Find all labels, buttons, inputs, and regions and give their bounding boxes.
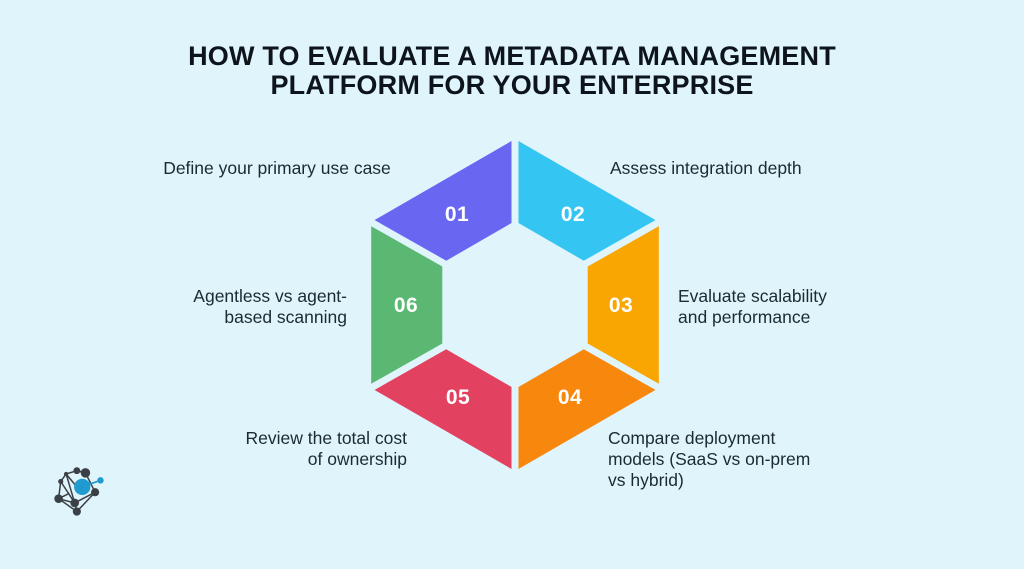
step-number-04: 04 bbox=[558, 386, 582, 409]
step-label-05: Review the total cost of ownership bbox=[245, 428, 407, 469]
step-label-01: Define your primary use case bbox=[163, 158, 391, 178]
step-number-01: 01 bbox=[445, 203, 469, 226]
step-label-04: Compare deployment models (SaaS vs on-pr… bbox=[608, 428, 811, 490]
step-number-02: 02 bbox=[561, 203, 585, 226]
step-number-03: 03 bbox=[609, 294, 633, 317]
step-label-02: Assess integration depth bbox=[610, 158, 802, 178]
hexagon-segment-01 bbox=[371, 139, 515, 263]
hexagon-segment-06 bbox=[371, 222, 443, 388]
step-label-03: Evaluate scalability and performance bbox=[678, 286, 827, 327]
page-title: HOW TO EVALUATE A METADATA MANAGEMENT PL… bbox=[188, 41, 836, 100]
step-label-06: Agentless vs agent- based scanning bbox=[193, 286, 347, 327]
hexagon-segment-04 bbox=[515, 347, 659, 471]
step-number-06: 06 bbox=[394, 294, 418, 317]
hexagon-segment-03 bbox=[587, 222, 659, 388]
hexagon-segment-05 bbox=[371, 347, 515, 471]
segment-gaps bbox=[360, 128, 670, 482]
network-graph-icon bbox=[54, 467, 104, 516]
hexagon-segment-02 bbox=[515, 139, 659, 263]
step-number-05: 05 bbox=[446, 386, 470, 409]
